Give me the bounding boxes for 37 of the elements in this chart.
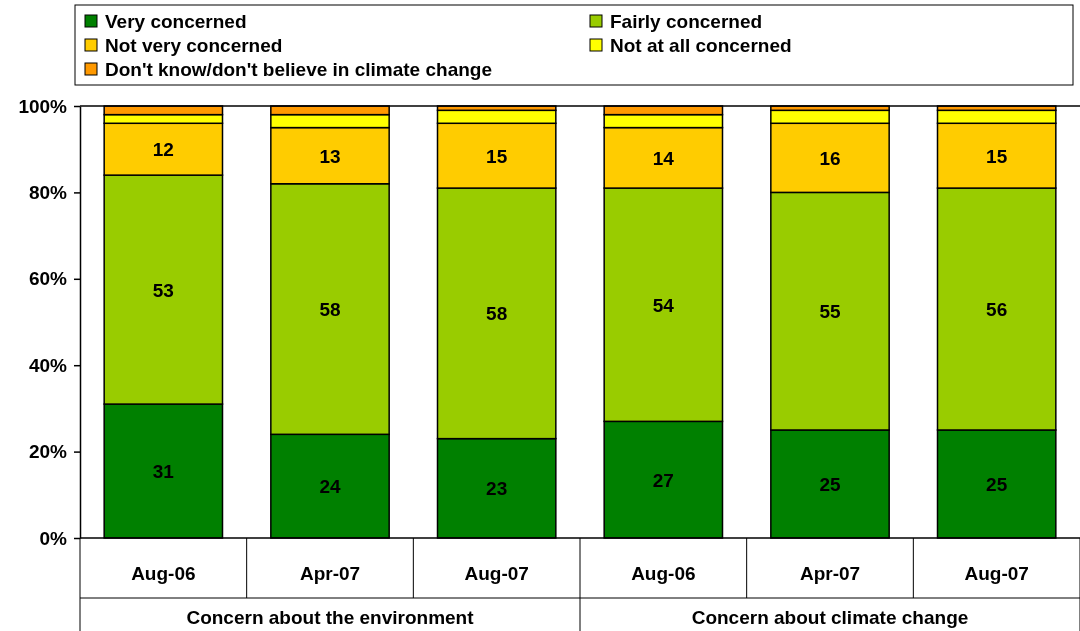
data-label: 58 — [319, 299, 341, 321]
y-tick-label: 0% — [39, 527, 68, 549]
legend-label: Fairly concerned — [610, 11, 763, 32]
x-tick-label: Aug-07 — [964, 563, 1029, 584]
data-label: 25 — [986, 474, 1008, 495]
data-label: 14 — [652, 147, 675, 169]
x-tick-label: Aug-06 — [631, 563, 696, 584]
data-label: 53 — [152, 279, 174, 301]
data-label: 12 — [152, 139, 174, 161]
data-label: 58 — [486, 303, 508, 325]
legend-label: Don't know/don't believe in climate change — [105, 59, 492, 80]
data-label: 23 — [486, 478, 508, 500]
y-tick-label: 80% — [28, 181, 68, 203]
text: Concern about climate change — [691, 607, 969, 628]
data-label: 31 — [152, 461, 175, 483]
x-tick-label: Apr-07 — [799, 563, 861, 584]
y-tick-label: 40% — [28, 354, 68, 376]
data-label: 24 — [319, 476, 341, 498]
data-label: 15 — [486, 145, 508, 167]
legend-label: Very concerned — [105, 11, 247, 32]
data-label: 16 — [819, 147, 841, 169]
x-tick-label: Aug-07 — [464, 563, 529, 584]
x-tick-label: Aug-06 — [131, 563, 196, 584]
data-label: 27 — [652, 469, 674, 491]
y-tick-label: 100% — [18, 95, 68, 117]
data-label: 55 — [819, 301, 841, 323]
data-label: 25 — [819, 474, 841, 495]
y-tick-label: 60% — [28, 268, 68, 290]
data-label: 54 — [652, 294, 675, 316]
legend-label: Not very concerned — [105, 35, 283, 56]
y-tick-label: 20% — [28, 441, 68, 463]
data-label: 56 — [986, 299, 1008, 321]
x-tick-label: Apr-07 — [299, 563, 361, 584]
data-label: 15 — [986, 145, 1008, 167]
legend-label: Not at all concerned — [610, 35, 792, 56]
data-label: 13 — [319, 145, 341, 167]
text: Concern about the environment — [186, 607, 475, 628]
